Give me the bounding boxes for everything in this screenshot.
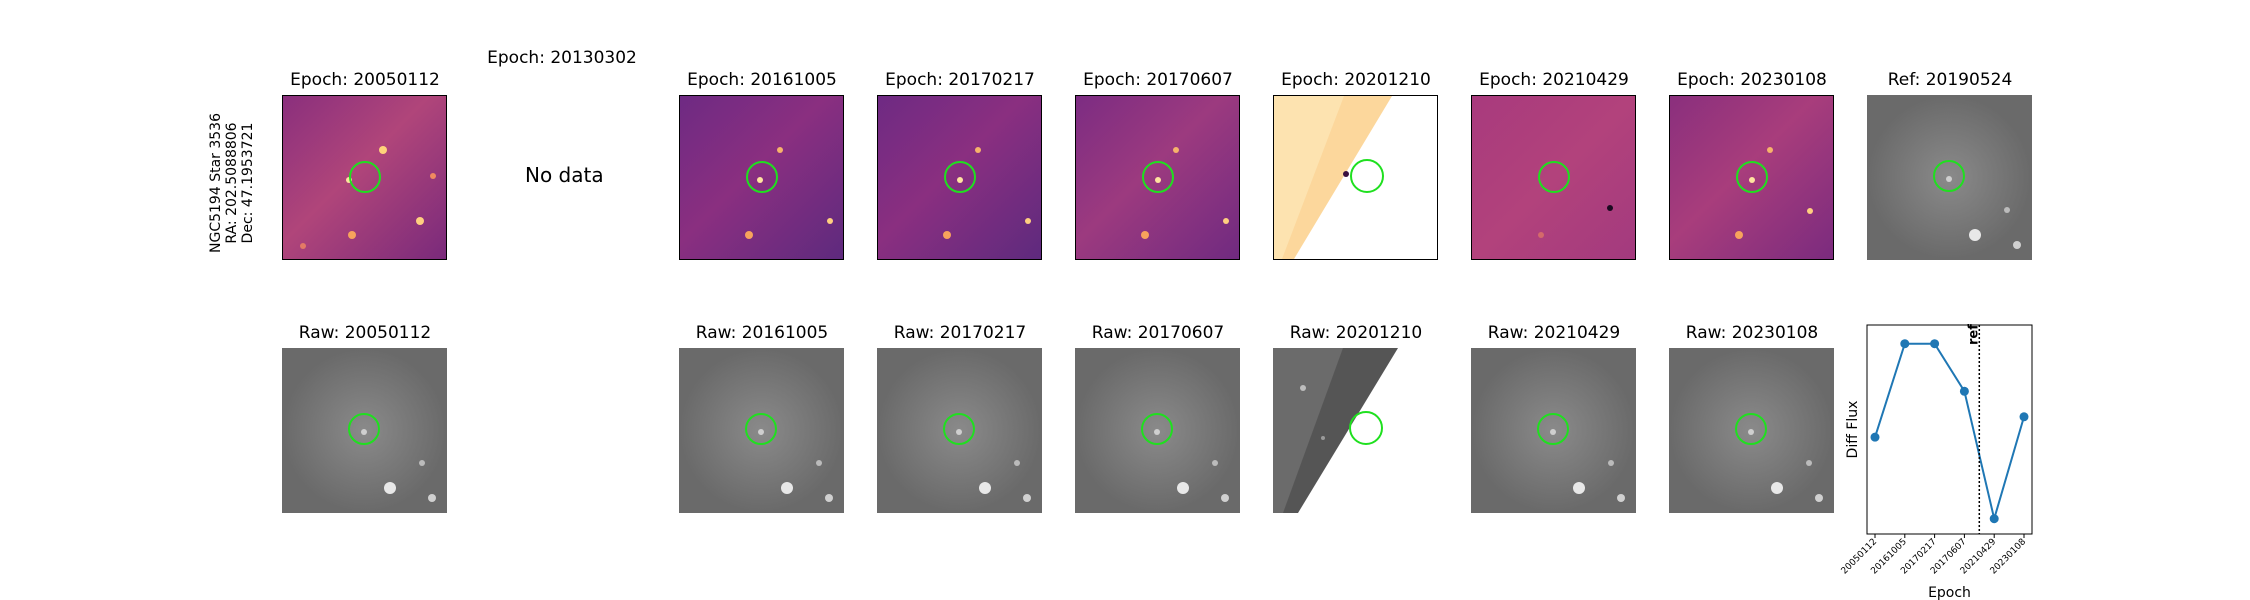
target-circle xyxy=(943,413,975,445)
target-circle xyxy=(1736,161,1768,193)
diff-title-8: Epoch: 20230108 xyxy=(1677,70,1827,90)
target-name: NGC5194 Star 3536 xyxy=(208,113,224,253)
raw-title-2: Raw: 20161005 xyxy=(695,323,829,343)
target-circle xyxy=(1141,413,1173,445)
target-circle xyxy=(349,161,381,193)
target-circle xyxy=(1933,160,1965,192)
diff-image-20170217 xyxy=(877,95,1042,260)
raw-image-20230108 xyxy=(1669,348,1834,513)
target-dec: Dec: 47.1953721 xyxy=(240,122,256,244)
diff-title-2: Epoch: 20130302 xyxy=(487,48,637,68)
diff-image-20230108 xyxy=(1669,95,1834,260)
raw-title-6: Raw: 20210429 xyxy=(1487,323,1621,343)
ref-image-stars xyxy=(1946,176,2021,249)
raw-image-20210429 xyxy=(1471,348,1636,513)
no-data-text: No data xyxy=(525,163,604,187)
target-circle xyxy=(944,161,976,193)
diff-title-3: Epoch: 20161005 xyxy=(687,70,837,90)
raw-title-7: Raw: 20230108 xyxy=(1685,323,1819,343)
diff-title-4: Epoch: 20170217 xyxy=(885,70,1035,90)
series-line xyxy=(1874,342,2025,523)
diff-image-20210429 xyxy=(1471,95,1636,260)
raw-title-5: Raw: 20201210 xyxy=(1289,323,1423,343)
data-point xyxy=(1930,339,1940,349)
raw-image-20201210 xyxy=(1273,348,1438,513)
target-circle xyxy=(1142,161,1174,193)
raw-title-1: Raw: 20050112 xyxy=(298,323,432,343)
ref-title: Ref: 20190524 xyxy=(1887,70,2013,90)
diff-title-6: Epoch: 20201210 xyxy=(1281,70,1431,90)
target-info: NGC5194 Star 3536 RA: 202.5088806 Dec: 4… xyxy=(208,108,256,258)
diff-image-20050112 xyxy=(282,95,447,260)
raw-image-20161005 xyxy=(679,348,844,513)
raw-image-20201210-wedge xyxy=(1273,348,1398,513)
ref-image xyxy=(1867,95,2032,260)
data-point xyxy=(1989,514,1999,524)
diff-title-1: Epoch: 20050112 xyxy=(290,70,440,90)
data-point xyxy=(1959,386,1969,396)
target-ra: RA: 202.5088806 xyxy=(224,122,240,244)
diff-title-5: Epoch: 20170607 xyxy=(1083,70,1233,90)
diff-title-7: Epoch: 20210429 xyxy=(1479,70,1629,90)
target-circle xyxy=(746,161,778,193)
chart-frame xyxy=(1866,324,2033,535)
raw-title-4: Raw: 20170607 xyxy=(1091,323,1225,343)
diff-image-20170607 xyxy=(1075,95,1240,260)
raw-image-20050112-stars xyxy=(361,429,436,502)
diff-image-20161005 xyxy=(679,95,844,260)
diff-image-20050112-spots xyxy=(300,146,436,249)
diff-image-20201210 xyxy=(1273,95,1438,260)
x-axis-label: Epoch xyxy=(1928,585,1971,600)
ref-line-label: ref xyxy=(1966,324,1981,345)
target-circle xyxy=(348,413,380,445)
data-point xyxy=(1870,432,1880,442)
light-curve-chart: ref2005011220161005201702172017060720210… xyxy=(1840,324,2033,600)
raw-image-20050112 xyxy=(282,348,447,513)
target-circle xyxy=(1350,159,1384,193)
raw-title-3: Raw: 20170217 xyxy=(893,323,1027,343)
diff-image-20170217-spots xyxy=(943,147,1031,239)
diff-image-20201210-wedge xyxy=(1274,96,1392,259)
raw-image-20170607 xyxy=(1075,348,1240,513)
target-circle xyxy=(1735,413,1767,445)
raw-image-20170217 xyxy=(877,348,1042,513)
y-axis-label: Diff Flux xyxy=(1845,401,1861,459)
target-circle xyxy=(745,413,777,445)
data-point xyxy=(2019,412,2029,422)
diff-image-20210429-spots xyxy=(1538,205,1613,238)
target-circle xyxy=(1538,161,1570,193)
target-circle xyxy=(1537,413,1569,445)
target-circle xyxy=(1349,411,1383,445)
data-point xyxy=(1900,339,1910,349)
